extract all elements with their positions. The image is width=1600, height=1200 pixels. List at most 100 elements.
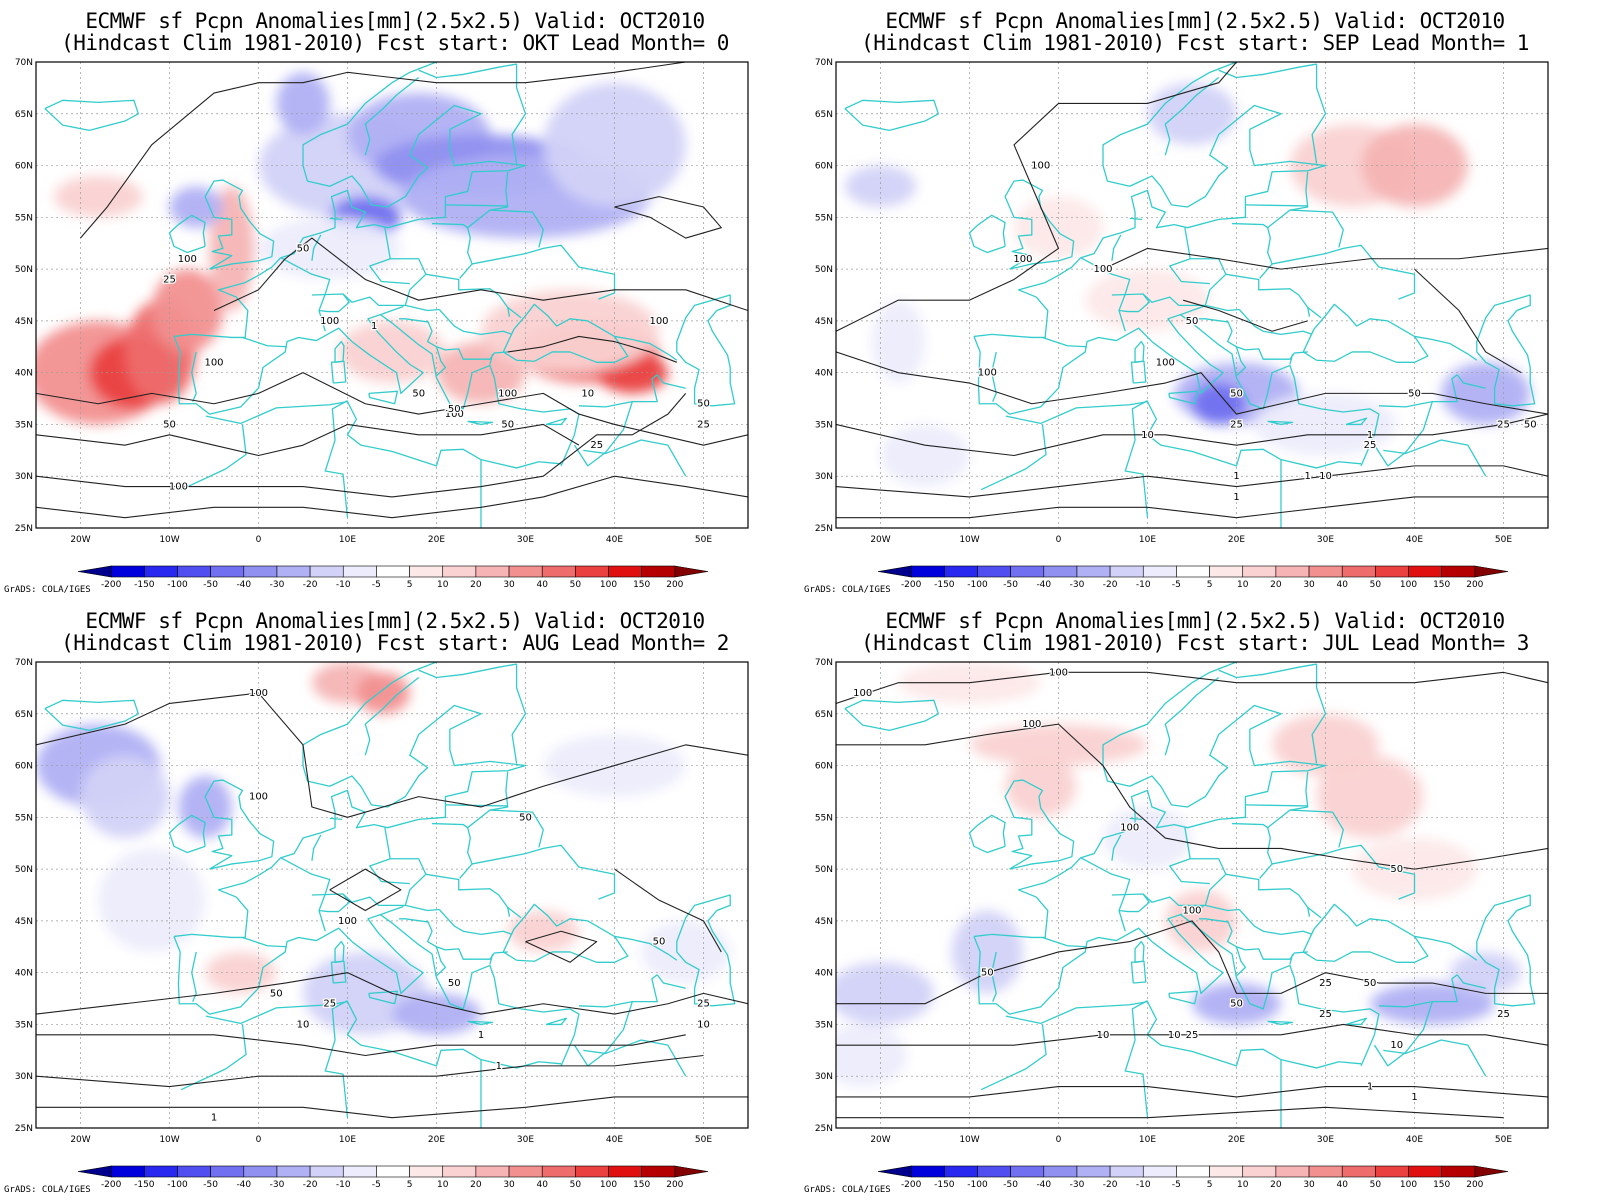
colorbar-swatch [1408, 565, 1442, 578]
lon-tick-label: 40E [606, 1135, 623, 1145]
lat-tick-label: 70N [15, 58, 33, 68]
colorbar-swatch [508, 565, 543, 578]
coastlines [844, 662, 1536, 1128]
climatology-contours: 100 100 100 100 50 100 50 50 25 50 25 25 10 10 1 10 1 25 [836, 666, 1548, 1119]
colorbar-label: 50 [570, 1180, 582, 1190]
anomaly-map: 100100501001001005025502510502511011120W… [815, 58, 1549, 590]
panel-lead-1: ECMWF sf Pcpn Anomalies[mm](2.5x2.5) Val… [800, 0, 1590, 600]
contour-label: 50 [1186, 316, 1199, 327]
colorbar-swatch [1043, 1165, 1078, 1178]
colorbar-label: -200 [901, 580, 922, 590]
colorbar-swatch [77, 565, 112, 578]
colorbar-swatch [1010, 1165, 1045, 1178]
colorbar-swatch [276, 565, 311, 578]
graticule [836, 62, 1548, 528]
colorbar-label: 150 [633, 580, 650, 590]
contour-label: 25 [590, 440, 603, 451]
colorbar-label: -200 [901, 1180, 922, 1190]
contour-label: 1 [1411, 1092, 1417, 1103]
colorbar-label: 150 [1433, 580, 1450, 590]
anomaly-area [276, 72, 330, 135]
colorbar: -200 -150 -100 -50 -40 -30 -20 -10 -5 5 10 20 30 40 50… [877, 565, 1509, 590]
lon-tick-label: 10E [1139, 1135, 1156, 1145]
colorbar-swatch [1341, 565, 1376, 578]
colorbar-label: 10 [437, 1180, 449, 1190]
contour-label: 10 [1319, 471, 1332, 482]
contour-label: 25 [1230, 419, 1243, 430]
lat-tick-label: 40N [815, 369, 833, 379]
map-area: 100 100 50 100 50 50 25 10 1 50 25 10 1 1 [36, 662, 748, 1128]
colorbar-swatch [508, 1165, 543, 1178]
contour-label: 50 [412, 388, 425, 399]
colorbar-label: -150 [934, 580, 955, 590]
colorbar-label: 50 [570, 580, 582, 590]
lat-tick-label: 45N [15, 317, 33, 327]
panel-subtitle: (Hindcast Clim 1981-2010) Fcst start: JU… [861, 631, 1529, 655]
colorbar-label: 100 [600, 580, 617, 590]
colorbar-label: -100 [167, 1180, 188, 1190]
contour-label: 50 [1230, 388, 1243, 399]
lon-tick-label: 0 [256, 535, 262, 545]
lon-tick-label: 10W [959, 535, 979, 545]
lat-tick-label: 30N [815, 472, 833, 482]
lon-tick-label: 40E [606, 535, 623, 545]
contour-label: 1 [1233, 492, 1239, 503]
colorbar-label: 10 [1237, 580, 1249, 590]
colorbar-label: 40 [536, 580, 548, 590]
coastlines [44, 62, 736, 528]
anomaly-area [1361, 124, 1468, 207]
lat-tick-label: 50N [15, 865, 33, 875]
colorbar-label: -50 [203, 580, 218, 590]
colorbar-label: -30 [270, 1180, 285, 1190]
lat-tick-label: 65N [15, 710, 33, 720]
colorbar-label: 30 [503, 1180, 515, 1190]
anomaly-area [1316, 755, 1424, 839]
anomaly-area [1441, 362, 1531, 425]
colorbar-swatch [1275, 565, 1310, 578]
lat-tick-label: 60N [815, 762, 833, 772]
colorbar-swatch [608, 565, 642, 578]
climatology-contours: 1001005010050100100505010010050252510150… [36, 62, 748, 519]
contour-label: 50 [501, 419, 514, 430]
colorbar-swatch [608, 1165, 642, 1178]
colorbar-label: 5 [1207, 1180, 1213, 1190]
colorbar-label: -20 [303, 1180, 318, 1190]
lon-tick-label: 50E [1495, 1135, 1512, 1145]
lat-tick-label: 50N [815, 265, 833, 275]
contour-label: 50 [163, 419, 176, 430]
colorbar-label: -30 [1070, 1180, 1085, 1190]
contour-label: 100 [1120, 823, 1139, 834]
anomaly-area [169, 186, 223, 228]
panel-title: ECMWF sf Pcpn Anomalies[mm](2.5x2.5) Val… [885, 609, 1505, 633]
colorbar-swatch [376, 1165, 410, 1178]
colorbar-swatch [475, 1165, 510, 1178]
anomaly-area [969, 724, 1148, 766]
lat-tick-label: 60N [815, 162, 833, 172]
colorbar-swatch [1441, 565, 1476, 578]
colorbar-label: 5 [1207, 580, 1213, 590]
lat-tick-label: 60N [15, 162, 33, 172]
colorbar-swatch [276, 1165, 311, 1178]
colorbar-swatch [541, 565, 576, 578]
contour-label: 1 [1367, 430, 1373, 441]
colorbar-swatch [1076, 565, 1111, 578]
colorbar-swatch [1109, 565, 1144, 578]
colorbar-label: 20 [470, 580, 482, 590]
grads-credit: GrADS: COLA/IGES [4, 1185, 91, 1195]
contour-label: 10 [697, 1019, 710, 1030]
lon-tick-label: 50E [1495, 535, 1512, 545]
colorbar-label: -150 [134, 1180, 155, 1190]
colorbar-label: 150 [633, 1180, 650, 1190]
panel-title: ECMWF sf Pcpn Anomalies[mm](2.5x2.5) Val… [85, 609, 705, 633]
lon-tick-label: 0 [1056, 1135, 1062, 1145]
colorbar-label: -100 [967, 580, 988, 590]
colorbar-label: 200 [666, 580, 683, 590]
contour-label: 100 [320, 316, 339, 327]
panel-lead-3: ECMWF sf Pcpn Anomalies[mm](2.5x2.5) Val… [800, 600, 1590, 1200]
lon-tick-label: 20E [1228, 1135, 1245, 1145]
colorbar-swatch [944, 565, 978, 578]
lat-tick-label: 25N [815, 524, 833, 534]
contour-label: 100 [978, 368, 997, 379]
anomaly-area [880, 424, 970, 487]
anomaly-area [338, 320, 446, 384]
